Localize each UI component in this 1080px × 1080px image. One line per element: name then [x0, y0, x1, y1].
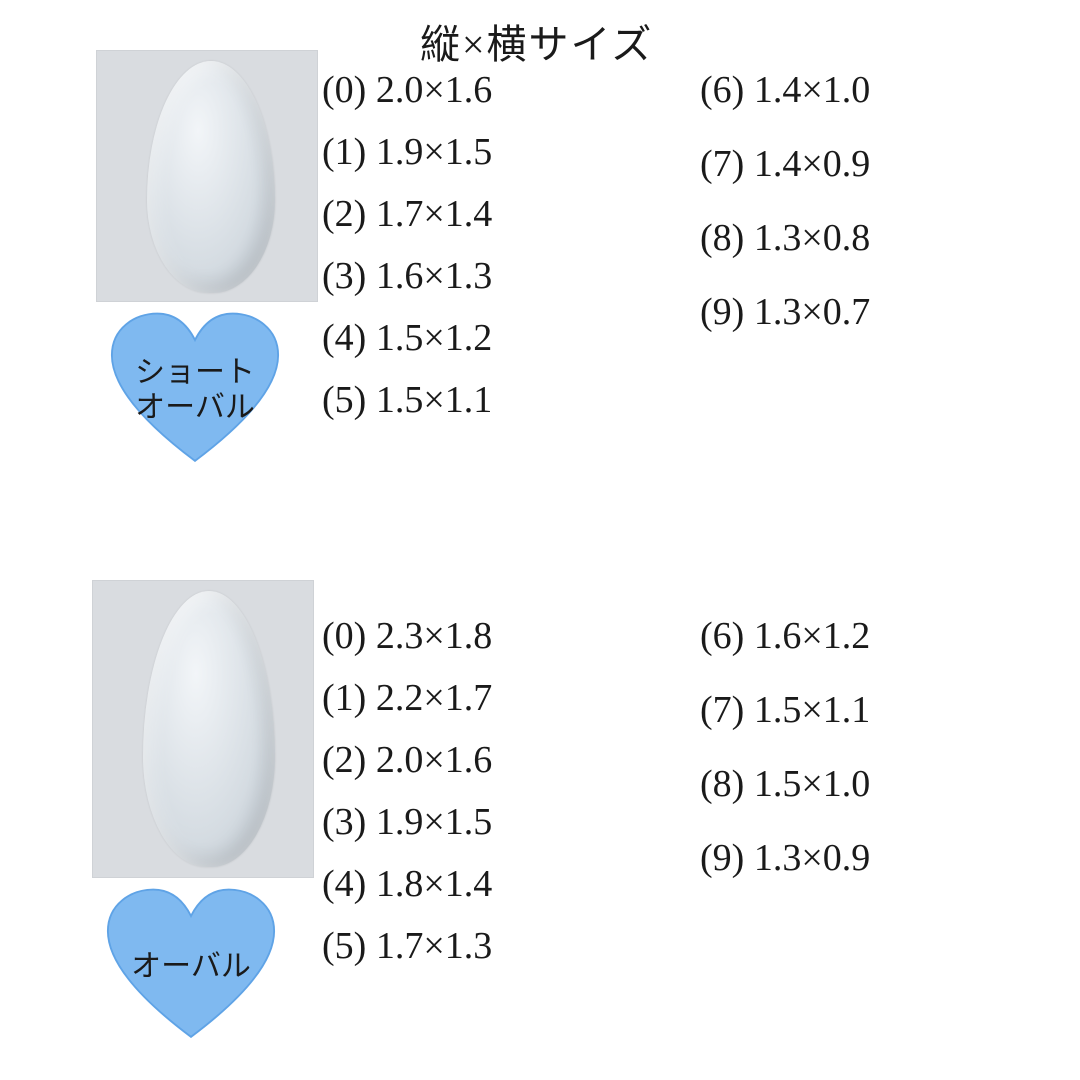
size-row: (8) 1.3×0.8: [700, 216, 870, 260]
heart-label-short-oval: ショートオーバル: [90, 356, 300, 425]
heart-badge-oval: オーバル: [86, 882, 296, 1052]
size-row: (3) 1.9×1.5: [322, 800, 492, 844]
size-row: (0) 2.3×1.8: [322, 614, 492, 658]
size-row: (5) 1.7×1.3: [322, 924, 492, 968]
nail-image-oval: [92, 580, 314, 878]
size-row: (6) 1.6×1.2: [700, 614, 870, 658]
size-column-2: (6) 1.4×1.0 (7) 1.4×0.9 (8) 1.3×0.8 (9) 1.3…: [700, 68, 870, 364]
size-column-1: (0) 2.3×1.8 (1) 2.2×1.7 (2) 2.0×1.6 (3) 1.9…: [322, 614, 492, 986]
size-row: (9) 1.3×0.9: [700, 836, 870, 880]
page-title: 縦×横サイズ: [420, 12, 653, 70]
size-row: (4) 1.5×1.2: [322, 316, 492, 360]
size-row: (1) 2.2×1.7: [322, 676, 492, 720]
size-row: (7) 1.5×1.1: [700, 688, 870, 732]
size-row: (2) 1.7×1.4: [322, 192, 492, 236]
size-column-1: (0) 2.0×1.6 (1) 1.9×1.5 (2) 1.7×1.4 (3) 1.6…: [322, 68, 492, 440]
nail-shape-oval: [143, 591, 275, 867]
size-row: (1) 1.9×1.5: [322, 130, 492, 174]
size-row: (8) 1.5×1.0: [700, 762, 870, 806]
size-row: (5) 1.5×1.1: [322, 378, 492, 422]
size-row: (2) 2.0×1.6: [322, 738, 492, 782]
size-column-2: (6) 1.6×1.2 (7) 1.5×1.1 (8) 1.5×1.0 (9) 1.3…: [700, 614, 870, 910]
nail-shape-short-oval: [147, 61, 275, 293]
heart-label-oval: オーバル: [86, 950, 296, 985]
size-row: (0) 2.0×1.6: [322, 68, 492, 112]
size-row: (4) 1.8×1.4: [322, 862, 492, 906]
nail-image-short-oval: [96, 50, 318, 302]
size-row: (7) 1.4×0.9: [700, 142, 870, 186]
size-row: (6) 1.4×1.0: [700, 68, 870, 112]
size-row: (3) 1.6×1.3: [322, 254, 492, 298]
size-row: (9) 1.3×0.7: [700, 290, 870, 334]
heart-badge-short-oval: ショートオーバル: [90, 306, 300, 476]
